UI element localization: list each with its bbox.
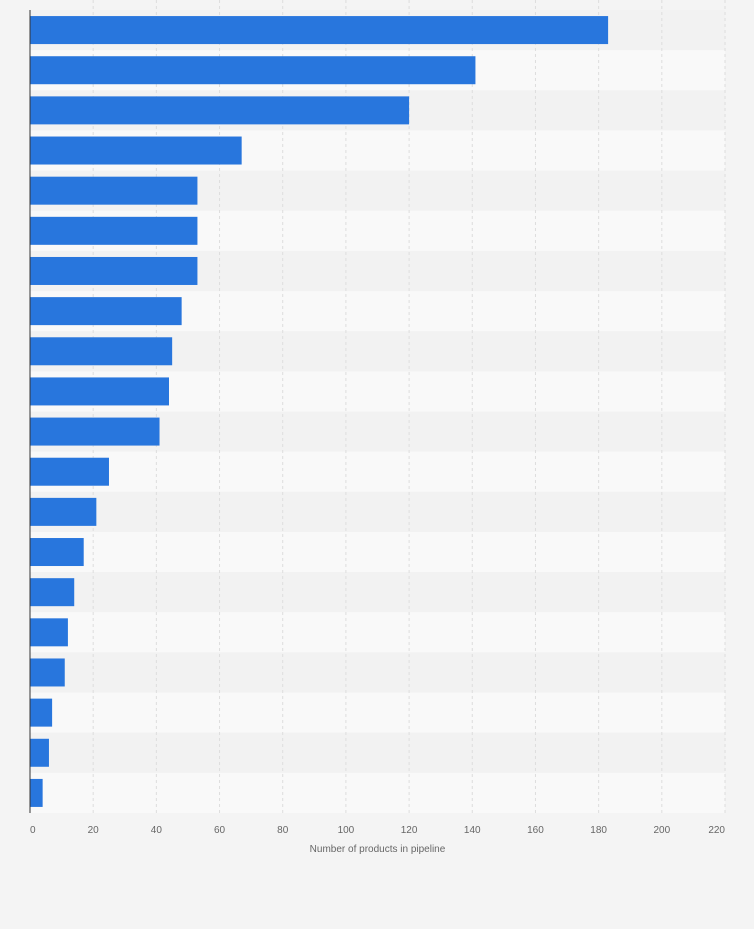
x-tick-label: 180 (590, 825, 607, 836)
x-axis-title: Number of products in pipeline (310, 844, 446, 855)
bar (30, 618, 68, 647)
x-tick-label: 220 (708, 825, 725, 836)
x-tick-label: 140 (464, 825, 481, 836)
bar (30, 337, 173, 366)
bar (30, 96, 410, 125)
bar (30, 216, 198, 245)
x-axis-ticks: 0 20 40 60 80 100 120 140 160 180 200 220 (30, 825, 725, 836)
bar (30, 297, 182, 326)
bar (30, 56, 476, 85)
x-tick-label: 20 (88, 825, 100, 836)
bar (30, 698, 53, 727)
bar (30, 658, 65, 687)
row-band (30, 772, 725, 813)
bars (30, 16, 609, 807)
bar (30, 377, 169, 406)
bar (30, 578, 75, 607)
row-bands (30, 10, 725, 813)
bar (30, 136, 242, 165)
row-band (30, 732, 725, 773)
row-band (30, 531, 725, 573)
bar (30, 457, 109, 486)
x-tick-label: 80 (277, 825, 289, 836)
x-tick-label: 120 (401, 825, 418, 836)
bar (30, 256, 198, 285)
row-band (30, 692, 725, 733)
x-tick-label: 60 (214, 825, 226, 836)
row-band (30, 491, 725, 532)
x-tick-label: 160 (527, 825, 544, 836)
row-band (30, 451, 725, 492)
x-tick-label: 200 (653, 825, 670, 836)
bar (30, 417, 160, 446)
bar (30, 16, 609, 45)
bar (30, 738, 49, 767)
bar (30, 538, 84, 567)
row-band (30, 652, 725, 693)
x-tick-label: 100 (338, 825, 355, 836)
bar (30, 176, 198, 205)
row-band (30, 572, 725, 613)
x-tick-label: 40 (151, 825, 163, 836)
row-band (30, 612, 725, 653)
x-tick-label: 0 (30, 825, 36, 836)
bar (30, 497, 97, 526)
bar (30, 778, 43, 807)
